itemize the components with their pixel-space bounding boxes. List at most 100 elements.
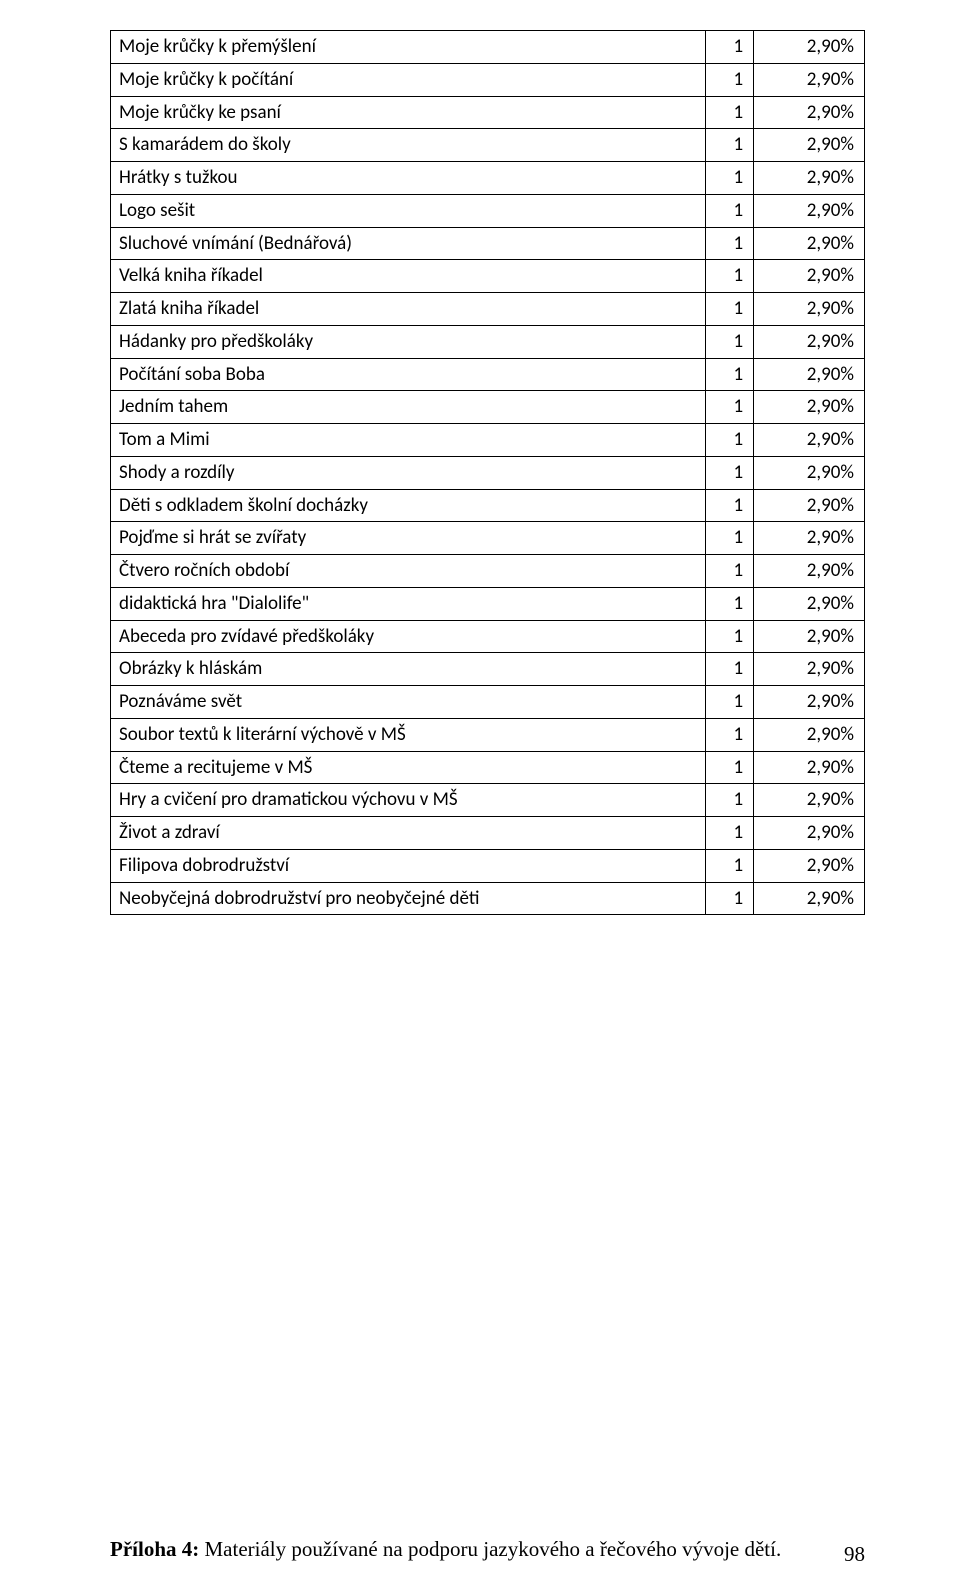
materials-table: Moje krůčky k přemýšlení12,90%Moje krůčk… <box>110 30 865 915</box>
cell-count: 1 <box>705 522 753 555</box>
cell-name: Poznáváme svět <box>111 686 706 719</box>
cell-name: Moje krůčky k počítání <box>111 63 706 96</box>
cell-count: 1 <box>705 31 753 64</box>
cell-name: Moje krůčky ke psaní <box>111 96 706 129</box>
cell-name: Děti s odkladem školní docházky <box>111 489 706 522</box>
table-row: Soubor textů k literární výchově v MŠ12,… <box>111 718 865 751</box>
table-row: Pojďme si hrát se zvířaty12,90% <box>111 522 865 555</box>
table-row: Shody a rozdíly12,90% <box>111 456 865 489</box>
cell-name: Počítání soba Boba <box>111 358 706 391</box>
cell-percent: 2,90% <box>754 358 865 391</box>
table-row: Děti s odkladem školní docházky12,90% <box>111 489 865 522</box>
cell-name: Jedním tahem <box>111 391 706 424</box>
appendix-label: Příloha 4: <box>110 1537 199 1561</box>
cell-count: 1 <box>705 620 753 653</box>
cell-count: 1 <box>705 227 753 260</box>
cell-percent: 2,90% <box>754 882 865 915</box>
cell-count: 1 <box>705 587 753 620</box>
cell-count: 1 <box>705 751 753 784</box>
cell-percent: 2,90% <box>754 424 865 457</box>
table-row: Moje krůčky ke psaní12,90% <box>111 96 865 129</box>
cell-name: Logo sešit <box>111 194 706 227</box>
table-row: Jedním tahem12,90% <box>111 391 865 424</box>
cell-percent: 2,90% <box>754 227 865 260</box>
cell-count: 1 <box>705 293 753 326</box>
cell-count: 1 <box>705 849 753 882</box>
cell-name: Moje krůčky k přemýšlení <box>111 31 706 64</box>
cell-percent: 2,90% <box>754 784 865 817</box>
cell-percent: 2,90% <box>754 653 865 686</box>
cell-name: Filipova dobrodružství <box>111 849 706 882</box>
table-row: Velká kniha říkadel12,90% <box>111 260 865 293</box>
cell-percent: 2,90% <box>754 194 865 227</box>
cell-percent: 2,90% <box>754 456 865 489</box>
table-row: Počítání soba Boba12,90% <box>111 358 865 391</box>
cell-count: 1 <box>705 63 753 96</box>
cell-count: 1 <box>705 653 753 686</box>
table-row: Zlatá kniha říkadel12,90% <box>111 293 865 326</box>
cell-percent: 2,90% <box>754 293 865 326</box>
table-row: Obrázky k hláskám12,90% <box>111 653 865 686</box>
cell-name: Neobyčejná dobrodružství pro neobyčejné … <box>111 882 706 915</box>
cell-count: 1 <box>705 686 753 719</box>
cell-name: S kamarádem do školy <box>111 129 706 162</box>
cell-count: 1 <box>705 325 753 358</box>
table-row: Logo sešit12,90% <box>111 194 865 227</box>
table-row: Neobyčejná dobrodružství pro neobyčejné … <box>111 882 865 915</box>
cell-name: Velká kniha říkadel <box>111 260 706 293</box>
appendix-text: Materiály používané na podporu jazykovéh… <box>205 1537 782 1561</box>
cell-name: Soubor textů k literární výchově v MŠ <box>111 718 706 751</box>
cell-count: 1 <box>705 358 753 391</box>
cell-name: Zlatá kniha říkadel <box>111 293 706 326</box>
cell-percent: 2,90% <box>754 522 865 555</box>
cell-count: 1 <box>705 194 753 227</box>
table-row: Poznáváme svět12,90% <box>111 686 865 719</box>
cell-count: 1 <box>705 456 753 489</box>
table-row: Hry a cvičení pro dramatickou výchovu v … <box>111 784 865 817</box>
cell-name: Shody a rozdíly <box>111 456 706 489</box>
appendix-line: Příloha 4: Materiály používané na podpor… <box>110 1535 865 1564</box>
cell-count: 1 <box>705 391 753 424</box>
cell-count: 1 <box>705 129 753 162</box>
cell-percent: 2,90% <box>754 260 865 293</box>
cell-count: 1 <box>705 817 753 850</box>
cell-name: Hádanky pro předškoláky <box>111 325 706 358</box>
cell-percent: 2,90% <box>754 63 865 96</box>
cell-count: 1 <box>705 96 753 129</box>
cell-percent: 2,90% <box>754 718 865 751</box>
cell-name: Čtvero ročních období <box>111 555 706 588</box>
cell-count: 1 <box>705 882 753 915</box>
table-row: Filipova dobrodružství12,90% <box>111 849 865 882</box>
cell-name: Abeceda pro zvídavé předškoláky <box>111 620 706 653</box>
cell-name: Hrátky s tužkou <box>111 162 706 195</box>
cell-percent: 2,90% <box>754 391 865 424</box>
cell-percent: 2,90% <box>754 129 865 162</box>
table-row: Čtvero ročních období12,90% <box>111 555 865 588</box>
cell-percent: 2,90% <box>754 686 865 719</box>
cell-percent: 2,90% <box>754 325 865 358</box>
cell-count: 1 <box>705 489 753 522</box>
table-row: Život a zdraví12,90% <box>111 817 865 850</box>
table-row: Čteme a recitujeme v MŠ12,90% <box>111 751 865 784</box>
table-row: Abeceda pro zvídavé předškoláky12,90% <box>111 620 865 653</box>
table-row: Tom a Mimi12,90% <box>111 424 865 457</box>
table-row: Sluchové vnímání (Bednářová)12,90% <box>111 227 865 260</box>
cell-count: 1 <box>705 162 753 195</box>
cell-name: Tom a Mimi <box>111 424 706 457</box>
cell-percent: 2,90% <box>754 751 865 784</box>
page-number: 98 <box>844 1542 865 1567</box>
cell-name: Sluchové vnímání (Bednářová) <box>111 227 706 260</box>
cell-count: 1 <box>705 718 753 751</box>
cell-percent: 2,90% <box>754 489 865 522</box>
cell-percent: 2,90% <box>754 817 865 850</box>
cell-count: 1 <box>705 260 753 293</box>
cell-percent: 2,90% <box>754 620 865 653</box>
cell-count: 1 <box>705 424 753 457</box>
cell-percent: 2,90% <box>754 96 865 129</box>
table-row: Hrátky s tužkou12,90% <box>111 162 865 195</box>
cell-percent: 2,90% <box>754 587 865 620</box>
cell-name: Život a zdraví <box>111 817 706 850</box>
cell-count: 1 <box>705 784 753 817</box>
table-row: Moje krůčky k počítání12,90% <box>111 63 865 96</box>
table-row: S kamarádem do školy12,90% <box>111 129 865 162</box>
